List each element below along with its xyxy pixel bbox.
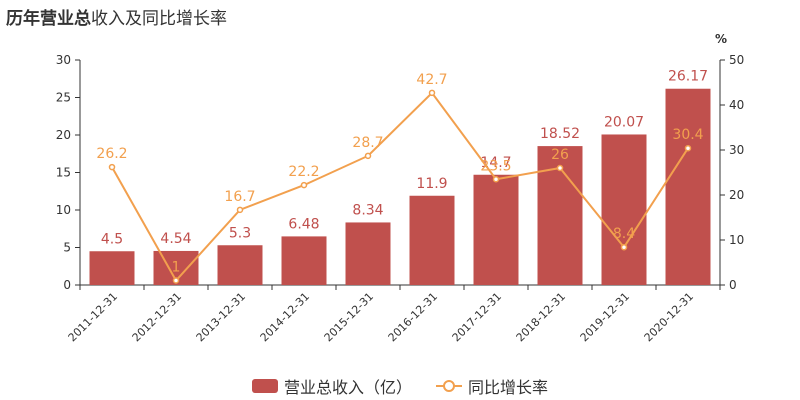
y-right-tick-label: 0 xyxy=(729,278,737,292)
legend-label-revenue: 营业总收入（亿） xyxy=(283,378,412,397)
y-right-tick-label: 20 xyxy=(729,188,744,202)
bar-value-label: 4.5 xyxy=(101,231,123,247)
bar xyxy=(409,195,455,285)
bar-value-label: 4.54 xyxy=(160,231,191,247)
x-tick-label: 2016-12-31 xyxy=(386,290,440,344)
y-left-tick-label: 15 xyxy=(56,166,71,180)
y-left-tick-label: 25 xyxy=(56,91,71,105)
legend-bar-swatch xyxy=(251,379,278,393)
legend: 营业总收入（亿） 同比增长率 xyxy=(0,374,800,398)
chart-title-rest: 收入及同比增长率 xyxy=(91,9,227,29)
growth-point xyxy=(428,89,436,97)
growth-point xyxy=(300,181,308,189)
growth-value-label: 28.7 xyxy=(352,135,383,151)
growth-point xyxy=(684,144,692,152)
growth-point xyxy=(108,163,116,171)
x-tick-label: 2017-12-31 xyxy=(450,290,504,344)
y-left-tick-label: 30 xyxy=(56,53,71,67)
legend-label-growth: 同比增长率 xyxy=(468,378,549,397)
growth-value-label: 26 xyxy=(551,147,569,163)
x-tick-label: 2012-12-31 xyxy=(130,290,184,344)
growth-point xyxy=(492,176,500,183)
combo-chart: 0 5 10 15 20 25 30 0 10 20 30 40 50% 2011-12-31 2012-1… xyxy=(56,32,745,344)
growth-value-label: 8.4 xyxy=(613,226,635,242)
growth-value-label: 23.5 xyxy=(480,158,511,174)
y-right-unit-label: % xyxy=(715,32,727,46)
growth-point xyxy=(364,152,372,160)
y-right-tick-label: 30 xyxy=(729,143,744,157)
y-right-tick-label: 10 xyxy=(729,233,744,247)
legend-line-swatch xyxy=(436,379,462,393)
growth-value-label: 22.2 xyxy=(288,164,319,180)
bar xyxy=(89,251,135,285)
growth-value-label: 42.7 xyxy=(416,72,447,88)
bar-value-label: 20.07 xyxy=(604,114,644,130)
bar-value-label: 6.48 xyxy=(288,216,319,232)
x-tick-label: 2020-12-31 xyxy=(642,290,696,344)
growth-line xyxy=(111,91,689,283)
x-tick-label: 2011-12-31 xyxy=(66,290,120,344)
growth-value-label: 26.2 xyxy=(96,146,127,162)
legend-item-revenue[interactable]: 营业总收入（亿） xyxy=(251,374,412,398)
x-tick-label: 2018-12-31 xyxy=(514,290,568,344)
chart-title-bold: 历年营业总 xyxy=(6,9,91,29)
x-tick-label: 2014-12-31 xyxy=(258,290,312,344)
bar-value-label: 14.7 xyxy=(480,155,511,171)
bar xyxy=(217,245,263,285)
bar-value-label: 5.3 xyxy=(229,225,251,241)
growth-point xyxy=(172,277,180,284)
growth-point xyxy=(236,206,244,214)
x-tick-label: 2013-12-31 xyxy=(194,290,248,344)
bar-value-label: 8.34 xyxy=(352,202,383,218)
y-left-tick-label: 20 xyxy=(56,128,71,142)
growth-value-label: 30.4 xyxy=(672,127,703,143)
y-right-tick-label: 40 xyxy=(729,98,744,112)
y-left-tick-label: 10 xyxy=(56,203,71,217)
bar-value-label: 11.9 xyxy=(416,176,447,192)
growth-point xyxy=(620,243,628,251)
legend-item-growth[interactable]: 同比增长率 xyxy=(436,374,548,398)
y-left-tick-label: 0 xyxy=(63,278,71,292)
bar xyxy=(281,236,327,285)
y-left-tick-label: 5 xyxy=(63,241,71,255)
bar-value-label: 18.52 xyxy=(540,126,580,142)
bar-value-label: 26.17 xyxy=(668,69,708,85)
bar xyxy=(473,174,519,285)
bar xyxy=(665,88,711,285)
growth-point xyxy=(556,164,564,172)
x-tick-label: 2019-12-31 xyxy=(578,290,632,344)
y-right-tick-label: 50 xyxy=(729,53,744,67)
chart-title: 历年营业总收入及同比增长率 xyxy=(6,4,227,29)
growth-value-label: 1 xyxy=(172,260,181,276)
growth-value-label: 16.7 xyxy=(224,189,255,205)
x-tick-label: 2015-12-31 xyxy=(322,290,376,344)
bar xyxy=(601,134,647,285)
bar xyxy=(345,222,391,285)
